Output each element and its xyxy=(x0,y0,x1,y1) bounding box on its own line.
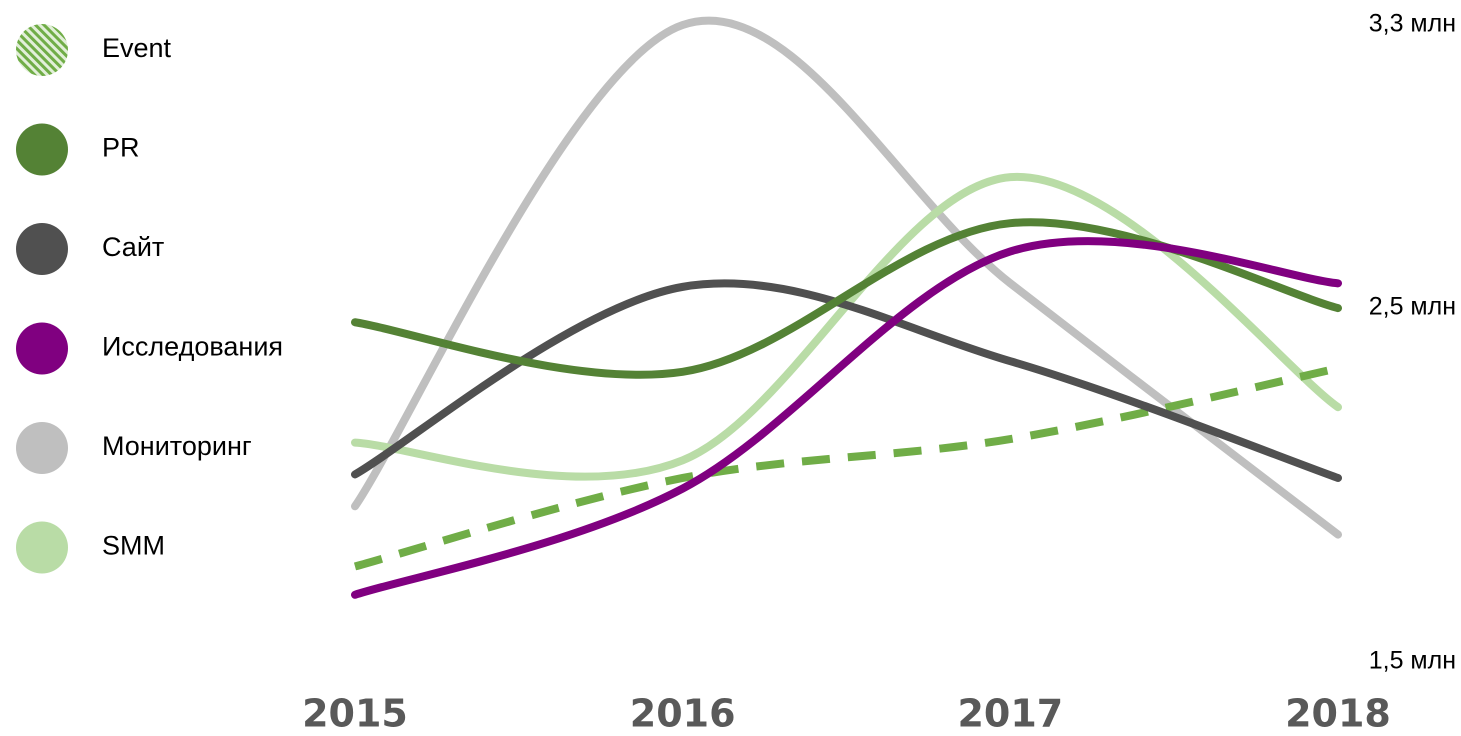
x-tick-label: 2018 xyxy=(1285,692,1391,736)
y-tick-label: 2,5 млн xyxy=(1369,293,1456,321)
legend-swatch xyxy=(16,223,68,275)
legend-label: Event xyxy=(102,33,172,63)
x-tick-label: 2016 xyxy=(630,692,736,736)
series-line xyxy=(353,364,1339,571)
x-tick-label: 2017 xyxy=(957,692,1063,736)
series-line xyxy=(351,173,1342,481)
legend-label: PR xyxy=(102,133,140,163)
legend-swatch xyxy=(16,422,68,474)
legend-swatch xyxy=(16,322,68,375)
series-line xyxy=(351,237,1342,599)
legend-swatch xyxy=(16,24,68,76)
series-line xyxy=(351,279,1342,482)
legend-label: Сайт xyxy=(102,232,164,262)
legend-label: Мониторинг xyxy=(102,431,252,461)
y-tick-label: 1,5 млн xyxy=(1369,647,1456,675)
legend-label: SMM xyxy=(102,531,165,561)
legend-swatch xyxy=(16,123,68,176)
legend-label: Исследования xyxy=(102,332,283,362)
y-tick-label: 3,3 млн xyxy=(1369,10,1456,38)
series-line xyxy=(351,16,1342,539)
legend-swatch xyxy=(16,521,68,574)
x-tick-label: 2015 xyxy=(302,692,408,736)
